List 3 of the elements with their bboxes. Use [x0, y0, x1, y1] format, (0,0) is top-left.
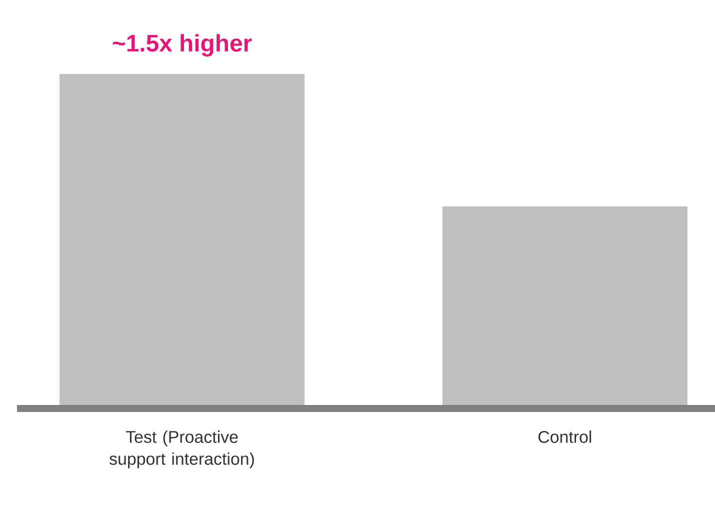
x-tick-label: Control — [538, 430, 592, 443]
x-tick-label: Test (Proactive support interaction) — [110, 430, 254, 468]
annotation: ~1.5x higher — [112, 34, 252, 56]
